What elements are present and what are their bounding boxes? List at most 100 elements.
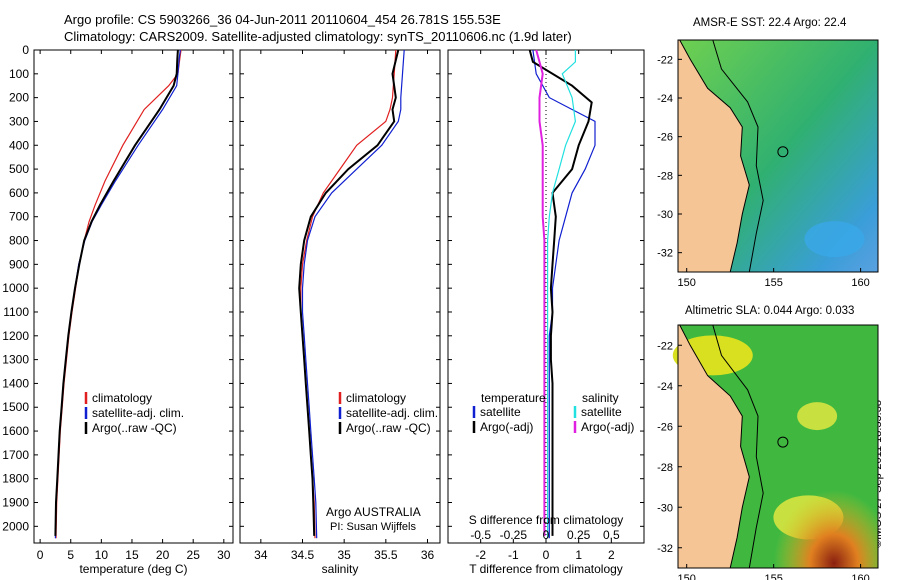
legend-label: Argo(..raw -QC) (346, 421, 431, 435)
series-s-argo (535, 49, 546, 536)
y-tick-label: 800 (9, 234, 29, 248)
x-tick-label: 1 (575, 548, 582, 562)
panel-frame (239, 49, 441, 544)
y-tick-label: 600 (9, 186, 29, 200)
y-tick-label: 1000 (2, 281, 29, 295)
x-tick-label: 35 (337, 548, 351, 562)
lon-tick-label: 150 (678, 573, 696, 580)
sla-map-title: Altimetric SLA: 0.044 Argo: 0.033 (685, 305, 855, 317)
y-tick-label: 100 (9, 67, 29, 81)
lat-tick-label: -30 (657, 209, 673, 221)
y-tick-label: 1100 (3, 305, 29, 319)
y-tick-label: 500 (9, 162, 29, 176)
x-tick-label: 34 (254, 548, 268, 562)
figure-title: Argo profile: CS 5903266_36 04-Jun-2011 … (64, 12, 501, 27)
legend-s-title: salinity (582, 391, 619, 405)
x-axis-label: salinity (322, 562, 359, 576)
lat-tick-label: -22 (657, 54, 673, 66)
argo-position-marker (777, 146, 789, 158)
x-tick-label: 34.5 (291, 548, 315, 562)
figure-subtitle: Climatology: CARS2009. Satellite-adjuste… (64, 29, 572, 44)
legend-label: satellite-adj. clim. (92, 406, 184, 420)
y-tick-label: 1600 (2, 424, 29, 438)
lon-tick-label: 160 (851, 573, 869, 580)
y-tick-label: 900 (9, 257, 29, 271)
panel-temperature: 0100200300400500600700800900100011001200… (2, 43, 234, 576)
y-tick-label: 1700 (2, 448, 29, 462)
lat-tick-label: -22 (657, 340, 673, 352)
x-axis-label: temperature (deg C) (79, 562, 187, 576)
program-label: Argo AUSTRALIA (326, 505, 421, 519)
x2-tick-label: -0.5 (470, 528, 491, 542)
x-tick-label: 30 (217, 548, 231, 562)
panel-difference: -2 -1 0 1 2T difference from climatology temp… (447, 49, 645, 576)
legend-label: Argo(-adj) (581, 420, 634, 434)
lat-tick-label: -30 (657, 502, 673, 514)
lon-tick-label: 160 (851, 277, 869, 289)
x-tick-label: -1 (508, 548, 519, 562)
y-tick-label: 700 (9, 210, 29, 224)
lon-tick-label: 150 (678, 277, 696, 289)
lat-tick-label: -26 (657, 132, 673, 144)
panel-salinity: 34 34.5 35 35.5 36 salinity climatologysatelli… (239, 49, 441, 576)
legend-label: Argo(..raw -QC) (92, 421, 177, 435)
legend-label: satellite (480, 405, 521, 419)
x2-tick-label: 0.25 (567, 528, 591, 542)
lat-tick-label: -24 (657, 381, 673, 393)
y-tick-label: 1500 (2, 400, 29, 414)
x-tick-label: 0 (543, 548, 550, 562)
map-frame (677, 39, 879, 273)
map-frame (677, 324, 879, 569)
pi-label: PI: Susan Wijffels (330, 521, 416, 533)
x-tick-label: 0 (37, 548, 44, 562)
lat-tick-label: -32 (657, 248, 673, 260)
legend-t-title: temperature (481, 391, 546, 405)
lon-tick-label: 155 (764, 573, 782, 580)
x-axis-label: T difference from climatology (469, 562, 623, 576)
y-tick-label: 1300 (2, 353, 29, 367)
panel-frame (33, 49, 234, 544)
argo-position-marker (777, 436, 789, 448)
x-tick-label: 35.5 (374, 548, 398, 562)
warm-eddy-blob (804, 221, 865, 258)
isobath (712, 324, 764, 569)
y-tick-label: 1200 (2, 329, 29, 343)
x2-axis-label: S difference from climatology (469, 513, 624, 527)
x-tick-label: -2 (475, 548, 486, 562)
series-argo (298, 49, 400, 536)
lat-tick-label: -28 (657, 462, 673, 474)
legend-label: climatology (346, 391, 406, 405)
y-tick-label: 1400 (2, 376, 29, 390)
legend-label: climatology (92, 391, 152, 405)
x-tick-label: 36 (421, 548, 435, 562)
x-tick-label: 2 (608, 548, 615, 562)
x2-tick-label: -0.25 (500, 528, 528, 542)
x-tick-label: 20 (156, 548, 170, 562)
series-argo (54, 49, 179, 536)
x-tick-label: 5 (67, 548, 74, 562)
lat-tick-label: -32 (657, 543, 673, 555)
x-tick-label: 10 (95, 548, 109, 562)
legend-label: satellite-adj. clim. (346, 406, 438, 420)
lat-tick-label: -28 (657, 170, 673, 182)
y-tick-label: 1900 (2, 496, 29, 510)
legend-label: satellite (581, 405, 622, 419)
series-satellite-adj.-clim. (301, 49, 405, 539)
x2-tick-label: 0.5 (603, 528, 620, 542)
y-tick-label: 400 (9, 138, 29, 152)
y-tick-label: 0 (22, 43, 29, 57)
series-t-argo (528, 49, 593, 536)
x-tick-label: 15 (125, 548, 139, 562)
map-sla: -22 -24 -26 -28 -30 -32 150 155 160 (657, 324, 879, 580)
panel-frame (447, 49, 645, 544)
x-tick-label: 25 (187, 548, 201, 562)
y-tick-label: 200 (9, 91, 29, 105)
series-s-satellite (546, 50, 577, 539)
legend-label: Argo(-adj) (480, 420, 533, 434)
y-tick-label: 300 (9, 114, 29, 128)
y-tick-label: 1800 (2, 472, 29, 486)
y-tick-label: 2000 (2, 519, 29, 533)
isobath (712, 39, 764, 273)
map-sst: -22 -24 -26 -28 -30 -32 150 155 160 (657, 39, 879, 289)
